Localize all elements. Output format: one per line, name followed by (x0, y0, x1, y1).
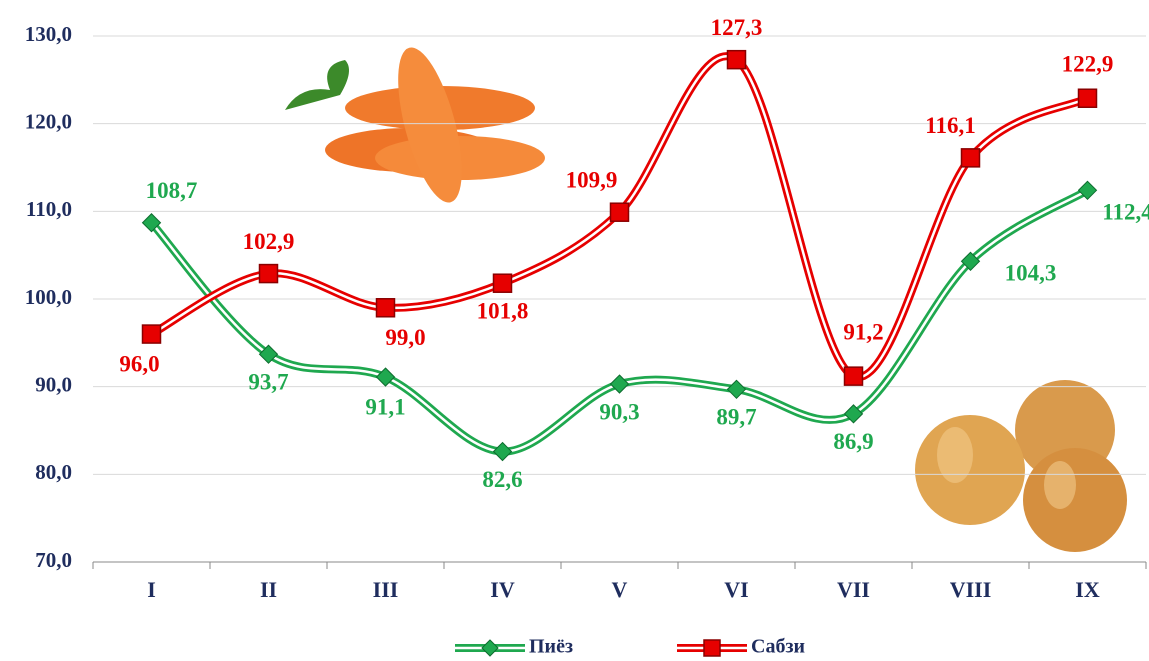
y-tick-label: 90,0 (35, 372, 72, 396)
value-label: 127,3 (711, 15, 763, 40)
point (728, 51, 746, 69)
y-tick-label: 110,0 (26, 197, 72, 221)
y-tick-label: 130,0 (25, 22, 72, 46)
value-label: 122,9 (1062, 52, 1114, 77)
value-label: 91,1 (365, 394, 405, 419)
x-tick-label: III (373, 577, 399, 602)
x-tick-label: IV (490, 577, 515, 602)
legend-marker (482, 640, 498, 656)
y-tick-label: 120,0 (25, 109, 72, 133)
onion-picture (912, 380, 1144, 555)
value-label: 89,7 (716, 405, 756, 430)
x-tick-label: VIII (950, 577, 992, 602)
value-label: 109,9 (566, 167, 618, 192)
value-label: 104,3 (1005, 261, 1057, 286)
value-label: 93,7 (248, 370, 288, 395)
value-label: 86,9 (833, 429, 873, 454)
value-label: 91,2 (843, 319, 883, 344)
y-tick-label: 100,0 (25, 285, 72, 309)
point (611, 203, 629, 221)
x-tick-label: VII (837, 577, 870, 602)
x-tick-label: I (147, 577, 156, 602)
legend-marker (704, 640, 720, 656)
value-label: 108,7 (146, 178, 198, 203)
value-label: 90,3 (599, 399, 639, 424)
point (1079, 89, 1097, 107)
y-tick-label: 80,0 (35, 460, 72, 484)
point (494, 443, 512, 461)
x-tick-label: II (260, 577, 277, 602)
point (143, 325, 161, 343)
point (728, 380, 746, 398)
carrot-picture (270, 41, 545, 208)
value-label: 101,8 (477, 299, 529, 324)
x-tick-label: VI (724, 577, 748, 602)
value-label: 99,0 (385, 325, 425, 350)
x-tick-label: IX (1075, 577, 1100, 602)
y-tick-label: 70,0 (35, 548, 72, 572)
legend-label: Пиёз (529, 636, 573, 658)
value-label: 112,4 (1102, 200, 1149, 225)
x-tick-label: V (612, 577, 628, 602)
chart: 70,080,090,0100,0110,0120,0130,0IIIIIIIV… (0, 0, 1149, 661)
point (377, 299, 395, 317)
point (845, 367, 863, 385)
legend-label: Сабзи (751, 636, 805, 658)
point (260, 265, 278, 283)
value-label: 96,0 (119, 351, 159, 376)
point (962, 149, 980, 167)
point (494, 274, 512, 292)
value-label: 102,9 (243, 229, 295, 254)
value-label: 82,6 (482, 467, 522, 492)
value-label: 116,1 (925, 113, 975, 138)
